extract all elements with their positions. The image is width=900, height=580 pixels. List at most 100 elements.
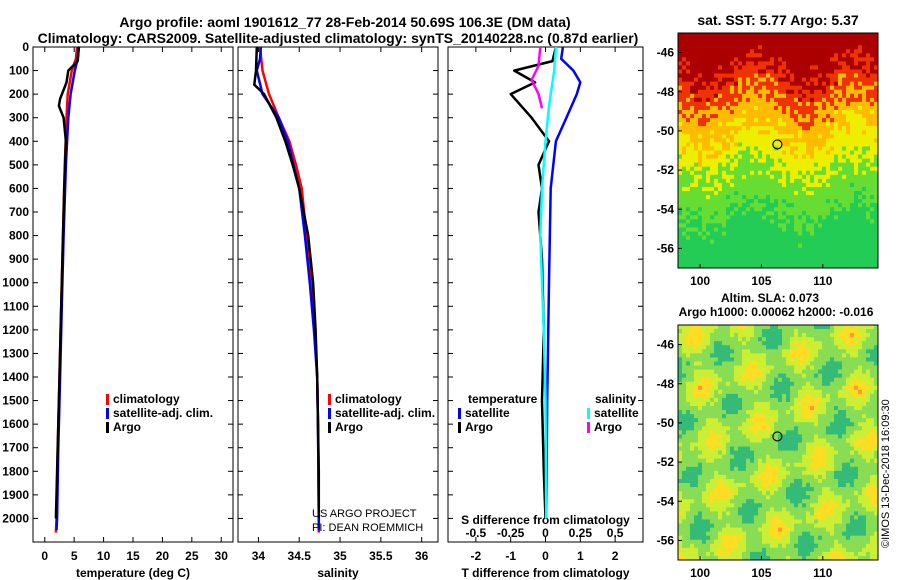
differences-series-t-argo <box>509 46 558 519</box>
differences-legend-label: Argo <box>465 420 493 434</box>
sla_map-profile-marker <box>772 431 783 442</box>
temperature-legend-swatch <box>106 394 109 405</box>
salinity-xtick-label: 35 <box>333 549 347 563</box>
differences-xtick-top-label: 0.25 <box>569 526 593 540</box>
sla_map-xtick-label: 100 <box>690 566 710 580</box>
salinity-xlabel: salinity <box>317 566 359 580</box>
sla_map-xtick-label: 105 <box>751 566 771 580</box>
temperature-xtick-label: 10 <box>97 549 111 563</box>
sst_map-ytick-label: -56 <box>657 241 675 255</box>
temperature-xlabel: temperature (deg C) <box>76 566 190 580</box>
credit-project: US ARGO PROJECT <box>312 508 417 520</box>
depth-tick-label: 1700 <box>2 441 29 455</box>
depth-tick-label: 1200 <box>2 323 29 337</box>
temperature-legend-swatch <box>106 422 109 433</box>
sst_map-frame <box>677 32 879 269</box>
sst_map-ytick-label: -52 <box>657 163 675 177</box>
depth-tick-label: 1800 <box>2 464 29 478</box>
sla-map-title-line2: Argo h1000: 0.00062 h2000: -0.016 <box>679 305 874 319</box>
sst_map-ytick-label: -50 <box>657 124 675 138</box>
sla_map-heatmap-cells <box>678 325 879 561</box>
depth-tick-label: 1000 <box>2 276 29 290</box>
differences-xtick-top-label: -0.25 <box>497 526 525 540</box>
sst_map-heatmap-cells <box>678 33 879 269</box>
salinity-legend-label: Argo <box>335 420 363 434</box>
temperature-xtick-label: 5 <box>71 549 78 563</box>
temperature-xtick-label: 25 <box>185 549 199 563</box>
salinity-frame <box>237 46 439 543</box>
differences-xlabel: T difference from climatology <box>461 566 629 580</box>
legend-temperature-title: temperature <box>468 392 538 406</box>
differences-legend-label: Argo <box>594 420 622 434</box>
temperature-xtick-label: 30 <box>215 549 229 563</box>
sla_map-ytick-label: -54 <box>657 494 675 508</box>
differences-xtick-top-label: 0.5 <box>607 526 624 540</box>
differences-series-s-argo <box>530 46 544 109</box>
sla_map-ytick-label: -48 <box>657 377 675 391</box>
temperature-legend-label: satellite-adj. clim. <box>113 406 213 420</box>
salinity-legend-label: satellite-adj. clim. <box>335 406 435 420</box>
differences-legend-swatch <box>458 422 461 433</box>
figure-title-line2: Climatology: CARS2009. Satellite-adjuste… <box>38 30 639 46</box>
differences-legend-label: satellite <box>465 406 510 420</box>
salinity-legend-label: climatology <box>335 392 402 406</box>
sst_map-panel: 100 105 110 -46 -48 -50 -52 -54 -56 <box>657 32 879 288</box>
salinity-series-argo <box>253 46 321 519</box>
salinity-xtick-label: 34 <box>252 549 266 563</box>
salinity-legend-swatch <box>328 394 331 405</box>
imos-timestamp: ©IMOS 13-Dec-2018 16:09:30 <box>880 399 892 548</box>
depth-tick-label: 1100 <box>3 299 29 313</box>
sst_map-ytick-label: -54 <box>657 202 675 216</box>
sst_map-xtick-label: 110 <box>813 274 833 288</box>
figure-title-line1: Argo profile: aoml 1901612_77 28-Feb-201… <box>119 14 570 30</box>
depth-tick-label: 700 <box>9 205 29 219</box>
depth-tick-label: 200 <box>9 87 29 101</box>
legend-salinity-title: salinity <box>595 392 637 406</box>
depth-tick-label: 800 <box>9 229 29 243</box>
salinity-xtick-label: 34.5 <box>288 549 312 563</box>
temperature-legend-swatch <box>106 408 109 419</box>
differences-series-s-satellite <box>539 46 558 519</box>
sst_map-ytick-label: -48 <box>657 85 675 99</box>
differences-legend-label: satellite <box>594 406 639 420</box>
depth-tick-label: 600 <box>9 181 29 195</box>
temperature-xtick-label: 0 <box>41 549 48 563</box>
temperature-xtick-label: 15 <box>126 549 140 563</box>
differences-legend-swatch <box>587 408 590 419</box>
differences-xtick-top-label: -0.5 <box>466 526 487 540</box>
depth-tick-label: 1300 <box>2 346 29 360</box>
temperature-legend-label: Argo <box>113 420 141 434</box>
temperature-legend-label: climatology <box>113 392 180 406</box>
differences-legend-swatch <box>587 422 590 433</box>
depth-tick-label: 400 <box>9 134 29 148</box>
differences-xlabel-top: S difference from climatology <box>461 513 630 527</box>
differences-xtick-label: 0 <box>542 549 549 563</box>
depth-tick-label: 1600 <box>2 417 29 431</box>
differences-series-t-satellite <box>544 46 582 519</box>
depth-tick-label: 100 <box>9 64 29 78</box>
differences-xtick-label: 2 <box>612 549 619 563</box>
differences-xtick-label: -1 <box>505 549 516 563</box>
sst_map-xtick-label: 105 <box>751 274 771 288</box>
salinity-xtick-label: 35.5 <box>369 549 393 563</box>
depth-tick-label: 500 <box>9 158 29 172</box>
sst-map-title: sat. SST: 5.77 Argo: 5.37 <box>697 12 859 28</box>
depth-tick-label: 1900 <box>2 488 29 502</box>
sla_map-xtick-label: 110 <box>813 566 833 580</box>
sla_map-ytick-label: -56 <box>657 533 675 547</box>
sla_map-frame <box>677 324 879 561</box>
sla_map-ytick-label: -52 <box>657 455 675 469</box>
depth-tick-label: 300 <box>9 111 29 125</box>
temperature-series-argo <box>54 46 81 519</box>
salinity-xtick-label: 36 <box>415 549 429 563</box>
sla_map-ytick-label: -50 <box>657 416 675 430</box>
depth-tick-label: 0 <box>22 40 29 54</box>
differences-xtick-top-label: 0 <box>542 526 549 540</box>
differences-xtick-label: 1 <box>577 549 584 563</box>
differences-legend-swatch <box>458 408 461 419</box>
differences-xtick-label: -2 <box>471 549 482 563</box>
depth-tick-label: 1500 <box>2 394 29 408</box>
